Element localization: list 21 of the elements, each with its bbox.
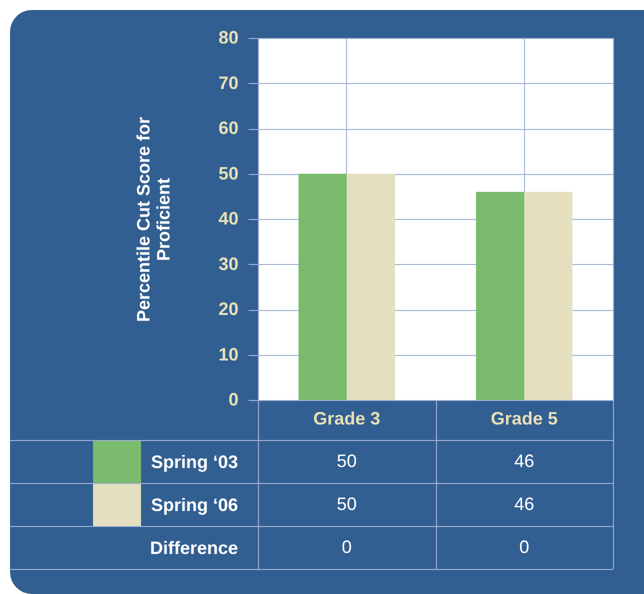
data-label: 46 xyxy=(513,493,536,516)
y-tick-label: 50 xyxy=(218,163,238,184)
text: 0 xyxy=(518,536,530,559)
y-tick-label: 30 xyxy=(218,254,238,274)
text: Difference xyxy=(150,538,238,558)
legend-label: Spring ‘06 xyxy=(150,494,238,516)
legend-label: Spring ‘03 xyxy=(150,452,238,472)
data-label: 50 xyxy=(336,493,358,516)
y-tick-label: 20 xyxy=(218,299,238,319)
y-tick-label: 0 xyxy=(228,390,238,410)
y-tick-label: 10 xyxy=(218,344,238,364)
y-axis-title: Percentile Cut Score for Proficient xyxy=(133,116,174,322)
y-tick-label: 70 xyxy=(218,72,238,93)
y-tick-label: 40 xyxy=(218,208,238,228)
x-tick-label: Grade 5 xyxy=(490,408,558,428)
data-label: 50 xyxy=(336,450,358,473)
data-label: 46 xyxy=(513,450,536,473)
y-tick-label: 80 xyxy=(218,28,238,48)
text: 0 xyxy=(340,536,353,559)
y-tick-label: 60 xyxy=(218,118,238,138)
x-tick-label: Grade 3 xyxy=(313,408,380,428)
